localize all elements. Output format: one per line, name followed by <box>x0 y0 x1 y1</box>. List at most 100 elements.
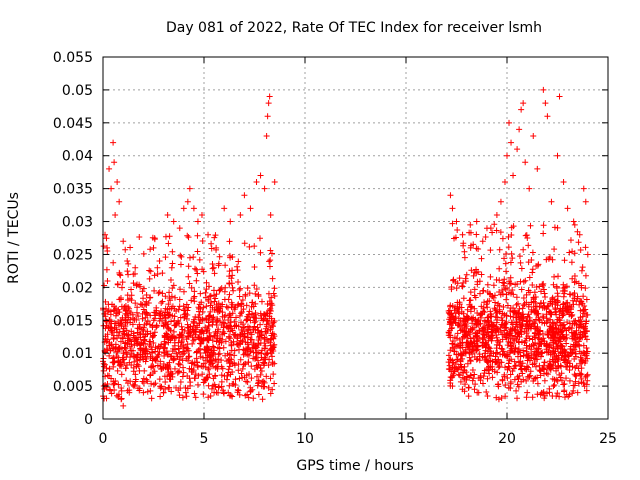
data-point <box>536 283 543 290</box>
data-point <box>154 345 161 352</box>
data-point <box>472 381 479 388</box>
data-point <box>554 377 561 384</box>
data-point <box>567 349 574 356</box>
data-point <box>504 375 511 382</box>
data-point <box>185 273 192 280</box>
data-point <box>142 340 149 347</box>
data-point <box>216 345 223 352</box>
data-point <box>222 352 229 359</box>
data-point <box>494 369 501 376</box>
data-point <box>154 271 161 278</box>
data-point <box>112 341 119 348</box>
data-point <box>139 310 146 317</box>
data-point <box>167 368 174 375</box>
data-point <box>540 86 547 93</box>
data-point <box>266 258 273 265</box>
data-point <box>258 334 265 341</box>
data-point <box>241 333 248 340</box>
data-point <box>475 317 482 324</box>
data-point <box>257 321 264 328</box>
data-point <box>520 302 527 309</box>
data-point <box>546 254 553 261</box>
data-point <box>195 314 202 321</box>
data-point <box>169 373 176 380</box>
data-point <box>190 295 197 302</box>
data-point <box>522 159 529 166</box>
data-point <box>522 277 529 284</box>
data-point <box>488 319 495 326</box>
data-point <box>151 368 158 375</box>
data-point <box>103 365 110 372</box>
data-point <box>514 395 521 402</box>
data-point <box>158 300 165 307</box>
data-point <box>205 366 212 373</box>
data-point <box>500 279 507 286</box>
data-point <box>452 313 459 320</box>
data-point <box>230 287 237 294</box>
data-point <box>450 359 457 366</box>
data-point <box>525 325 532 332</box>
data-point <box>509 319 516 326</box>
data-point <box>118 387 125 394</box>
data-point <box>451 235 458 242</box>
data-point <box>557 362 564 369</box>
data-point <box>467 244 474 251</box>
data-point <box>124 268 131 275</box>
data-point <box>202 315 209 322</box>
data-point <box>115 391 122 398</box>
data-point <box>505 244 512 251</box>
data-point <box>485 322 492 329</box>
data-point <box>231 347 238 354</box>
data-point <box>257 329 264 336</box>
data-point <box>267 339 274 346</box>
data-point <box>239 297 246 304</box>
data-point <box>140 285 147 292</box>
data-point <box>457 340 464 347</box>
data-point <box>255 379 262 386</box>
data-point <box>120 325 127 332</box>
data-point <box>219 301 226 308</box>
data-point <box>534 391 541 398</box>
data-point <box>538 336 545 343</box>
data-point <box>251 319 258 326</box>
data-point <box>569 275 576 282</box>
data-point <box>114 280 121 287</box>
data-point <box>523 377 530 384</box>
data-point <box>571 330 578 337</box>
data-point <box>487 225 494 232</box>
data-point <box>222 312 229 319</box>
data-point <box>471 371 478 378</box>
data-point <box>153 322 160 329</box>
data-points <box>100 86 591 409</box>
data-point <box>147 294 154 301</box>
data-point <box>529 266 536 273</box>
data-point <box>479 380 486 387</box>
data-point <box>267 326 274 333</box>
data-point <box>112 345 119 352</box>
y-tick-label: 0.025 <box>53 247 93 263</box>
data-point <box>113 326 120 333</box>
data-point <box>563 300 570 307</box>
data-point <box>467 335 474 342</box>
data-point <box>194 359 201 366</box>
data-point <box>268 294 275 301</box>
data-point <box>211 306 218 313</box>
data-point <box>197 290 204 297</box>
data-point <box>571 221 578 228</box>
data-point <box>550 383 557 390</box>
data-point <box>226 352 233 359</box>
data-point <box>578 267 585 274</box>
data-point <box>130 383 137 390</box>
data-point <box>237 285 244 292</box>
data-point <box>519 370 526 377</box>
data-point <box>114 367 121 374</box>
y-axis-title: ROTI / TECUs <box>6 192 22 284</box>
data-point <box>554 390 561 397</box>
data-point <box>507 371 514 378</box>
data-point <box>583 387 590 394</box>
data-point <box>553 353 560 360</box>
data-point <box>185 304 192 311</box>
data-point <box>256 235 263 242</box>
data-point <box>486 363 493 370</box>
data-point <box>262 312 269 319</box>
